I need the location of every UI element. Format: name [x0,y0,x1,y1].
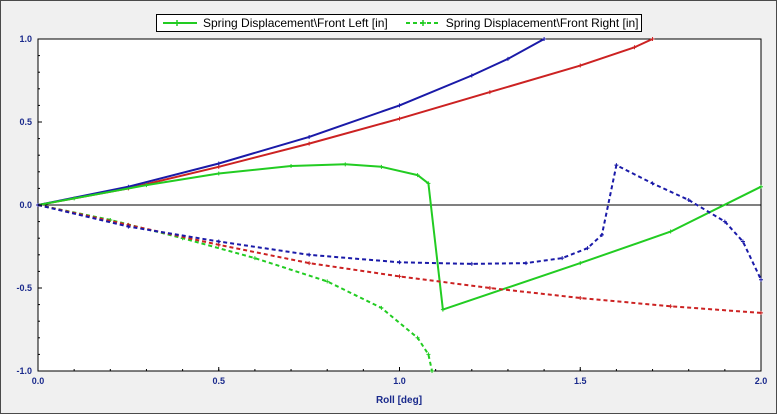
series-3-point-8 [430,369,435,373]
x-tick-label: 0.5 [212,376,225,386]
series-2-point-1 [72,196,77,201]
series-5-point-15 [759,277,763,282]
legend[interactable]: Spring Displacement\Front Left [in] Spri… [156,14,642,32]
series-2-point-11 [668,229,673,234]
series-4-point-7 [668,304,673,309]
series-2-point-6 [379,164,384,169]
y-tick-label: 0.0 [19,200,32,210]
series-2-point-2 [144,183,149,188]
series-1-point-4 [397,103,402,108]
series-2-point-3 [216,171,221,176]
series-2-point-8 [426,181,431,186]
series-5-point-8 [585,246,590,251]
series-2-point-10 [578,261,583,266]
series-4-point-4 [397,274,402,279]
legend-entry-front-left[interactable]: Spring Displacement\Front Left [in] [163,16,388,30]
y-tick-label: -1.0 [16,366,32,376]
series-3-point-7 [426,352,431,357]
legend-swatch-solid [163,20,197,26]
series-4-point-5 [487,286,492,290]
legend-swatch-dashed [405,20,440,26]
series-line-4 [38,204,761,314]
series-5-point-3 [307,252,312,257]
series-5-point-5 [469,261,474,266]
series-4-point-8 [759,310,763,315]
series-0-point-3 [307,141,312,146]
series-0-point-4 [397,116,402,121]
series-3-point-6 [415,335,420,340]
series-5-point-12 [686,198,691,203]
series-3-point-3 [252,256,257,261]
series-5-point-11 [650,181,655,186]
series-4-point-3 [307,261,312,266]
x-tick-label: 0.0 [32,376,45,386]
x-tick-label: 2.0 [755,376,768,386]
series-5-point-2 [216,239,221,244]
legend-label-front-right: Spring Displacement\Front Right [in] [445,16,639,30]
series-0-point-8 [650,37,655,41]
x-axis-title: Roll [deg] [376,395,422,406]
x-tick-label: 1.0 [393,376,406,386]
series-0-point-6 [578,63,583,68]
series-0-point-5 [487,90,492,95]
series-5-point-9 [599,232,604,237]
y-tick-label: 0.5 [19,117,32,127]
series-2-point-9 [440,307,445,312]
series-5-point-13 [722,219,727,224]
series-1-point-5 [469,73,474,78]
legend-label-front-left: Spring Displacement\Front Left [in] [203,16,388,30]
series-1-point-6 [505,56,510,61]
series-3-point-5 [379,305,384,310]
series-5-point-6 [524,261,529,266]
y-tick-label: 1.0 [19,34,32,44]
series-4-point-6 [578,295,583,300]
series-1-point-3 [307,134,312,139]
legend-entry-front-right[interactable]: Spring Displacement\Front Right [in] [405,16,639,30]
x-tick-label: 1.5 [574,376,587,386]
series-2-point-12 [759,184,763,189]
series-line-1 [38,39,545,206]
series-2-point-7 [415,173,420,178]
series-1-point-7 [542,37,547,41]
series-5-point-7 [560,256,565,261]
y-tick-label: -0.5 [16,283,32,293]
series-2-point-5 [343,162,348,167]
series-5-point-10 [614,163,619,168]
series-5-point-4 [397,260,402,265]
series-0-point-7 [632,45,637,50]
series-2-point-4 [289,163,294,168]
series-5-point-14 [740,239,745,244]
series-1-point-2 [216,161,221,166]
series-3-point-4 [325,279,330,284]
series-5-point-1 [126,224,131,229]
